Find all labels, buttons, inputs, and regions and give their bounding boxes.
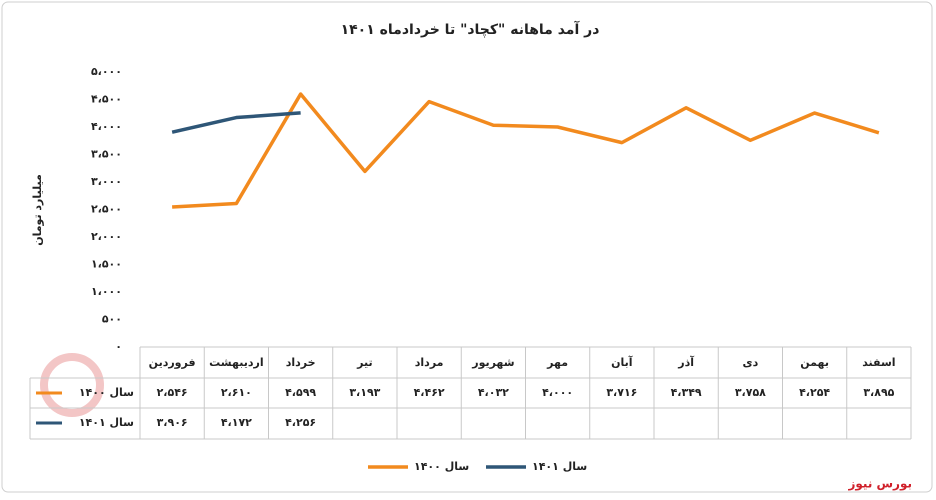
data-label: ۳،۱۹۳ — [349, 386, 380, 399]
legend-label: سال ۱۴۰۱ — [532, 460, 587, 473]
data-label: ۴،۴۶۲ — [414, 386, 445, 399]
data-label: ۴،۳۴۹ — [671, 386, 702, 399]
data-label: ۳،۹۰۶ — [157, 416, 188, 429]
series-line — [171, 111, 301, 134]
y-tick-label: ۲،۵۰۰ — [91, 203, 122, 216]
data-label: ۴،۰۳۲ — [478, 386, 509, 399]
y-tick-label: ۵۰۰ — [102, 313, 122, 326]
y-tick-label: ۲،۰۰۰ — [91, 230, 122, 243]
data-label: ۳،۷۵۸ — [735, 386, 766, 399]
y-tick-label: ۵،۰۰۰ — [91, 65, 122, 78]
y-tick-label: ۱،۰۰۰ — [91, 285, 122, 298]
row-label: سال ۱۴۰۱ — [79, 416, 134, 429]
y-tick-label: ۱،۵۰۰ — [91, 258, 122, 271]
data-label: ۳،۸۹۵ — [863, 386, 894, 399]
x-tick-label: آذر — [677, 355, 694, 369]
x-tick-label: آبان — [611, 355, 633, 369]
x-tick-label: بهمن — [800, 356, 829, 369]
x-tick-label: دی — [743, 356, 759, 369]
y-tick-label: ۳،۰۰۰ — [91, 175, 122, 188]
legend-label: سال ۱۴۰۰ — [414, 460, 469, 473]
y-tick-label: ۳،۵۰۰ — [91, 148, 122, 161]
logo — [40, 353, 104, 417]
x-tick-label: اردیبهشت — [209, 356, 263, 369]
chart-frame — [1, 1, 933, 493]
x-tick-label: فروردین — [149, 356, 196, 369]
y-tick-label: ۴،۰۰۰ — [91, 120, 122, 133]
row-label: سال ۱۴۰۰ — [79, 386, 134, 399]
data-label: ۲،۶۱۰ — [221, 386, 252, 399]
x-tick-label: مرداد — [415, 356, 444, 369]
x-tick-label: خرداد — [286, 356, 316, 369]
y-tick-label: ۴،۵۰۰ — [91, 93, 122, 106]
data-label: ۴،۱۷۲ — [221, 416, 252, 429]
x-tick-label: تیر — [356, 356, 372, 369]
data-label: ۴،۲۵۶ — [285, 416, 316, 429]
data-label: ۲،۵۴۶ — [157, 386, 188, 399]
source: بورس نیوز — [847, 477, 912, 492]
data-label: ۴،۰۰۰ — [542, 386, 573, 399]
data-label: ۳،۷۱۶ — [606, 386, 637, 399]
data-label: ۴،۵۹۹ — [285, 386, 316, 399]
x-tick-label: مهر — [546, 356, 568, 369]
x-tick-label: شهریور — [471, 356, 514, 369]
x-tick-label: اسفند — [862, 356, 895, 369]
y-axis-label: میلیارد تومان — [31, 174, 44, 246]
data-label: ۴،۲۵۴ — [799, 386, 830, 399]
y-tick-label: ۰ — [115, 340, 122, 353]
chart-title: در آمد ماهانه "کچاد" تا خردادماه ۱۴۰۱ — [341, 20, 600, 38]
